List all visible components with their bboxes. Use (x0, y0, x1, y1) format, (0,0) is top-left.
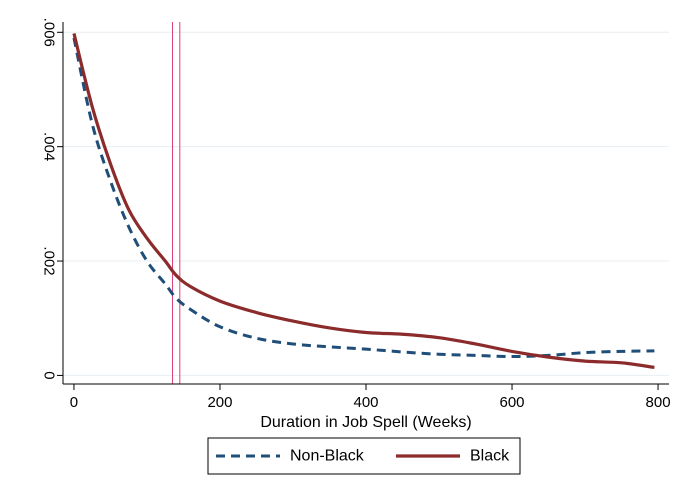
y-tick-label-1: .002 (41, 246, 58, 275)
legend-label-black: Black (470, 448, 510, 465)
x-axis-title: Duration in Job Spell (Weeks) (260, 414, 471, 431)
legend-box (207, 437, 521, 475)
series-line-non-black (72, 37, 655, 359)
y-tick-label-2: .004 (41, 132, 58, 161)
series-line-black (72, 33, 655, 370)
x-tick-label-0: 0 (70, 394, 78, 411)
legend-label-non-black: Non-Black (290, 448, 365, 465)
series-lines (72, 33, 655, 370)
x-tick-label-2: 400 (353, 394, 378, 411)
axes: 0 200 400 600 800 0 .002 .004 .006 (41, 18, 671, 411)
y-tick-label-0: 0 (41, 371, 58, 379)
x-tick-label-4: 800 (646, 394, 671, 411)
x-tick-label-3: 600 (500, 394, 525, 411)
reference-lines (172, 22, 181, 384)
legend: Non-Black Black (207, 437, 521, 475)
y-tick-label-3: .006 (41, 18, 58, 47)
x-tick-label-1: 200 (207, 394, 232, 411)
